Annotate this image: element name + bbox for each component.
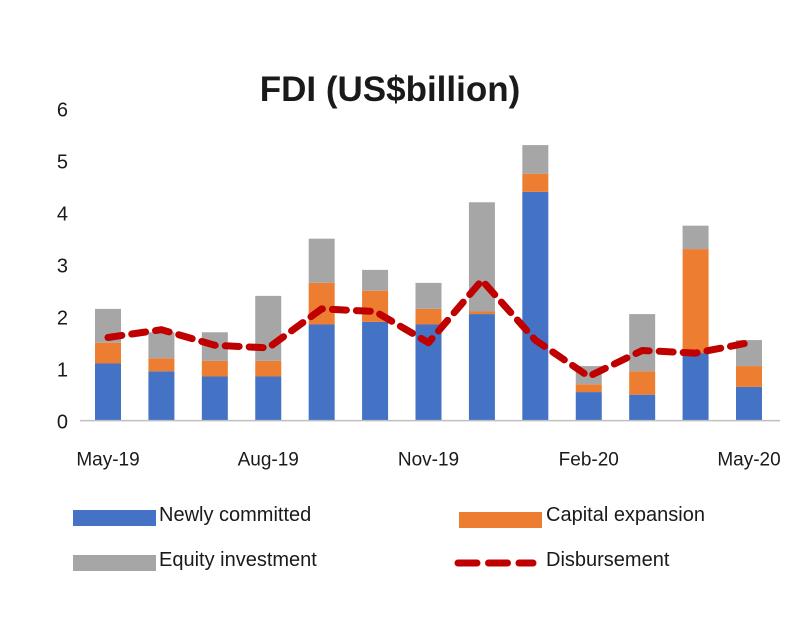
svg-text:May-20: May-20 (717, 450, 780, 471)
svg-text:4: 4 (57, 204, 68, 226)
svg-text:Aug-19: Aug-19 (238, 450, 299, 471)
svg-text:FDI (US$billion): FDI (US$billion) (260, 70, 521, 109)
svg-text:Nov-19: Nov-19 (398, 450, 459, 471)
svg-text:1: 1 (57, 360, 68, 382)
svg-text:5: 5 (57, 152, 68, 174)
svg-text:3: 3 (57, 256, 68, 278)
svg-text:Feb-20: Feb-20 (559, 450, 619, 471)
svg-text:2: 2 (57, 308, 68, 330)
svg-text:6: 6 (57, 100, 68, 122)
svg-text:0: 0 (57, 412, 68, 434)
svg-text:May-19: May-19 (76, 450, 139, 471)
